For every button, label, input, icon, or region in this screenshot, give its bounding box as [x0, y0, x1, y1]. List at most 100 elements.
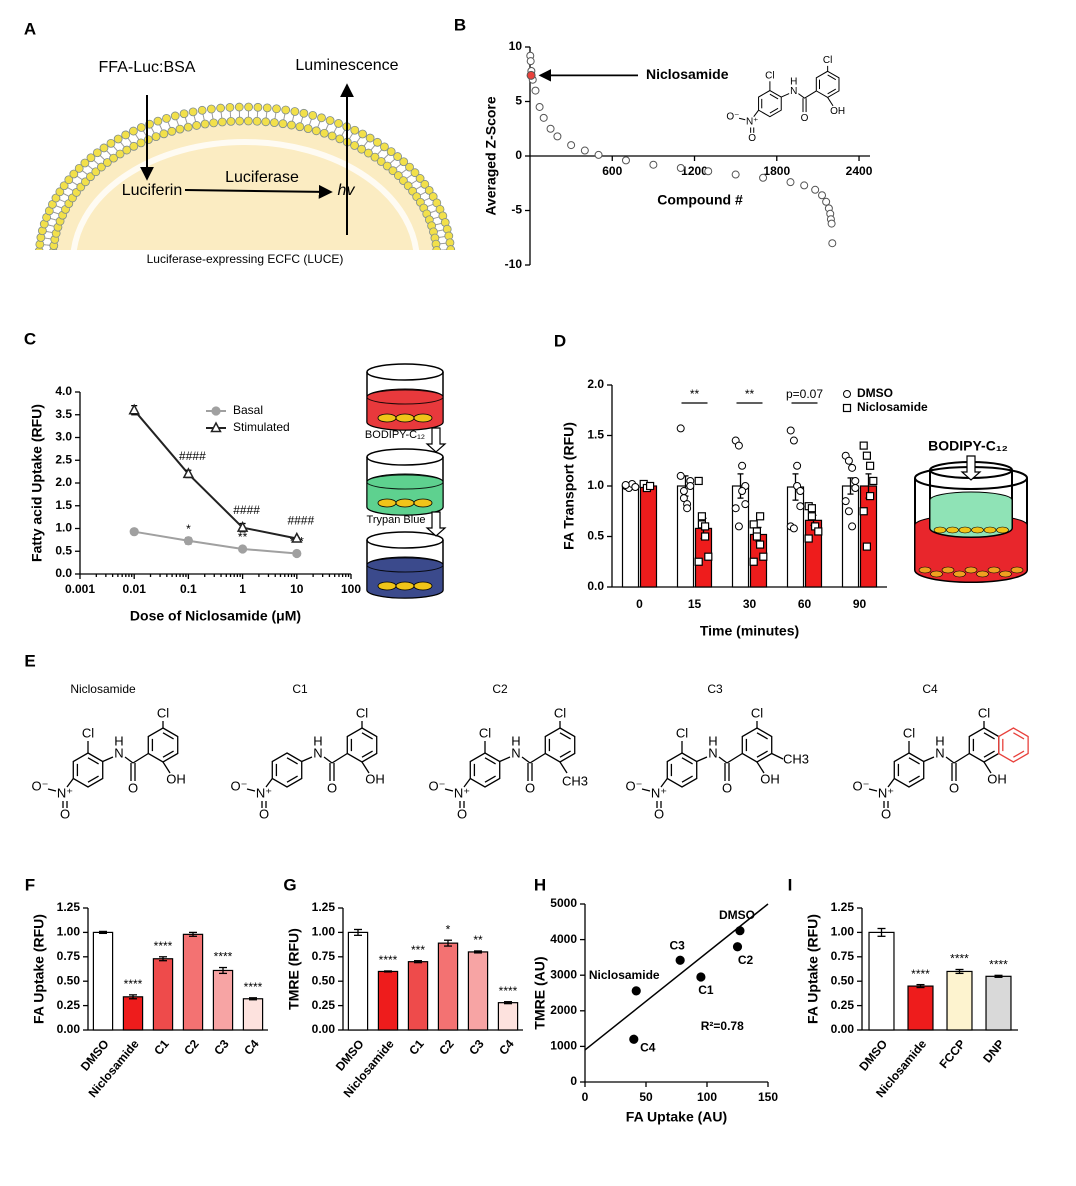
series-line [133, 409, 297, 540]
y-tick-label: 0.75 [312, 949, 336, 963]
bond [804, 90, 817, 99]
y-tick-label: 1.0 [587, 478, 604, 492]
data-point [800, 181, 809, 190]
x-tick-label: 60 [798, 597, 812, 611]
bond [696, 756, 708, 763]
y-tick-label: 0.00 [312, 1022, 336, 1036]
y-tick-label: 0.75 [57, 949, 81, 963]
data-point [694, 557, 703, 566]
lipid-head [113, 134, 123, 144]
lipid-head [357, 144, 367, 154]
atom-label: N [708, 745, 717, 760]
caption: Luciferase-expressing ECFC (LUCE) [147, 252, 344, 266]
significance: #### [233, 503, 260, 517]
lipid-head [183, 122, 193, 132]
lipid-head [188, 107, 198, 117]
bond [738, 117, 746, 121]
lipid-head [399, 157, 409, 167]
atom-label: O [748, 133, 756, 144]
arrow [960, 455, 982, 481]
data-point [844, 507, 853, 516]
point-label: DMSO [719, 908, 755, 922]
annotation: Niclosamide [646, 66, 729, 82]
atom-label: N⁺ [256, 785, 272, 800]
lipid-head [382, 161, 392, 171]
y-tick-label: 10 [509, 39, 523, 53]
data-point [741, 500, 750, 509]
lipid-head [364, 148, 373, 158]
y-tick-label: 1000 [550, 1039, 577, 1053]
x-tick-label: C3 [211, 1037, 232, 1058]
data-point [535, 102, 544, 111]
structure: Cl NH O Cl CH3 O⁻ N⁺ O [429, 705, 589, 821]
lipid-head [206, 104, 216, 114]
data-point [182, 467, 195, 479]
atom-label: N⁺ [746, 117, 759, 128]
x-tick-label: 10 [290, 582, 304, 596]
bond [246, 788, 256, 792]
bond [753, 109, 759, 117]
x-tick-label: 0.001 [65, 582, 95, 596]
y-axis-title: Fatty acid Uptake (RFU) [29, 404, 45, 562]
cell [958, 526, 972, 534]
data-point [859, 441, 868, 450]
significance: ** [238, 530, 248, 544]
lipid-head [386, 147, 396, 157]
double-bond [286, 775, 298, 783]
label: BODIPY-C₁₂ [928, 438, 1008, 454]
bond [265, 778, 273, 788]
atom-label: H [511, 733, 520, 748]
data-point [645, 481, 655, 491]
lipid-head [376, 157, 386, 166]
lipid-head [216, 103, 226, 113]
bond [660, 778, 668, 788]
data-point [862, 451, 872, 460]
well-rim [366, 531, 444, 549]
bond [499, 756, 511, 763]
double-bond [162, 750, 174, 758]
data-point [848, 463, 857, 472]
data-point [631, 986, 641, 996]
arrow [184, 184, 333, 199]
atom-label: H [708, 733, 717, 748]
structure: Cl NH O Cl OH O⁻ N⁺ O [853, 705, 1029, 821]
atom-label: Cl [676, 725, 688, 740]
data-point [526, 57, 535, 66]
double-bond [827, 74, 837, 81]
data-point [128, 403, 140, 415]
data-point [580, 146, 589, 155]
diagram-a: FFA-Luc:BSA Luminescence Luciferin Lucif… [34, 57, 456, 266]
lipid-head [290, 107, 300, 116]
atom-label: Cl [751, 705, 763, 720]
lipid-head [350, 141, 359, 150]
significance: *** [411, 943, 425, 957]
x-tick-label: 15 [688, 597, 702, 611]
lipid-head [92, 148, 102, 158]
atom-label: Cl [765, 71, 774, 82]
atom-label: O [259, 806, 269, 821]
data-point [862, 542, 872, 551]
bond [798, 93, 805, 99]
x-tick-label: 100 [697, 1090, 717, 1104]
x-tick-label: 1200 [681, 164, 708, 178]
label: hv [338, 182, 356, 199]
data-point [749, 520, 758, 529]
cytoplasm [55, 122, 435, 250]
atom-label: Cl [823, 55, 832, 66]
lipid-head [244, 102, 253, 112]
label: Luciferase [225, 169, 299, 186]
data-point [789, 524, 798, 533]
data-point [236, 520, 249, 532]
point-label: C4 [640, 1040, 656, 1054]
atom-label: O [881, 806, 891, 821]
structure-name: Niclosamide [70, 682, 136, 696]
bond [331, 752, 348, 764]
data-point [796, 502, 805, 511]
cell [377, 498, 397, 508]
bar [407, 961, 429, 1031]
lipid-head [308, 110, 318, 120]
x-tick-label: 30 [743, 597, 757, 611]
annotation: R²=0.78 [701, 1019, 744, 1033]
